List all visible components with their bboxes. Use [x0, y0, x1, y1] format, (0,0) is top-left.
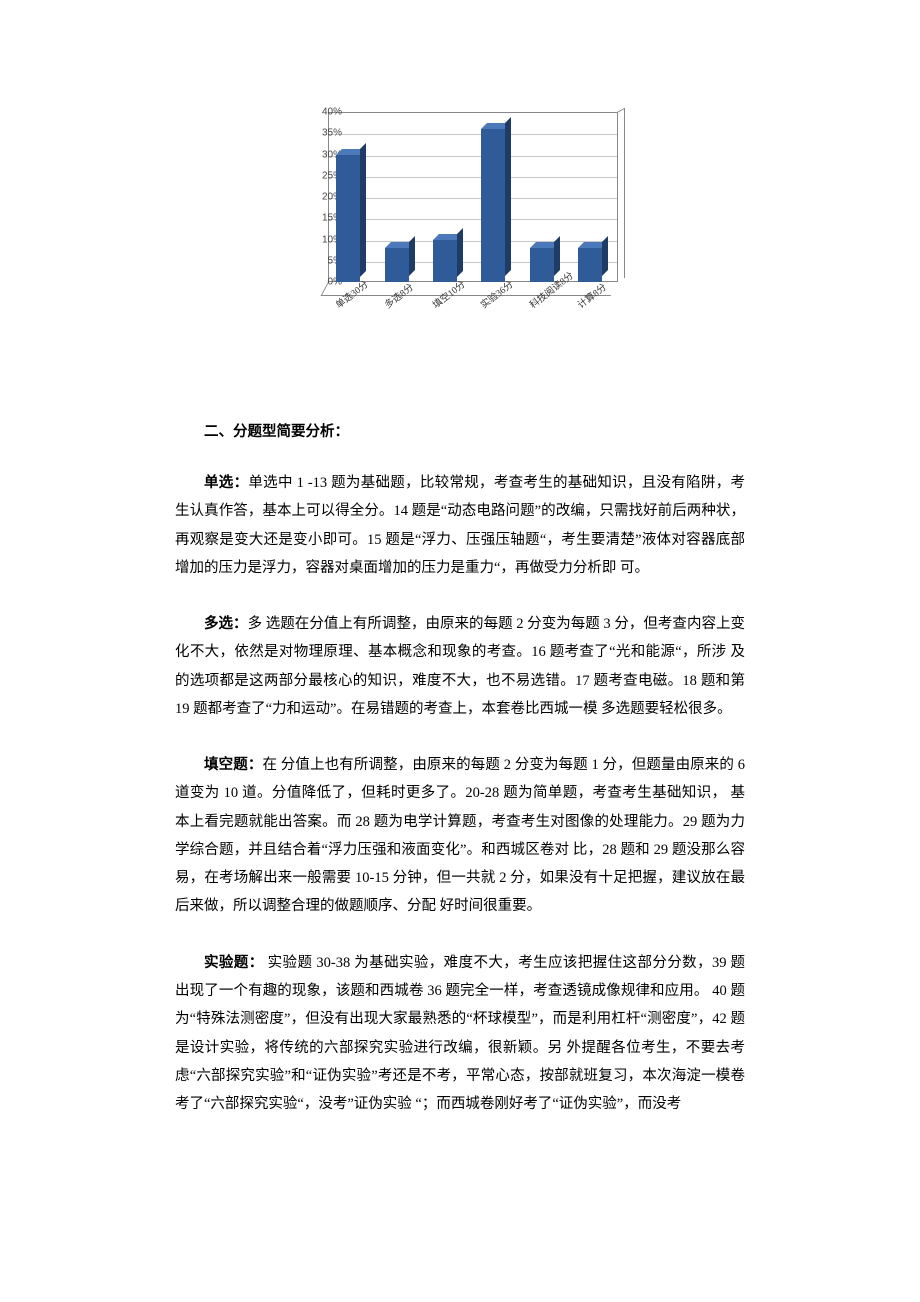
section-2-title: 二、分题型简要分析：: [175, 420, 745, 441]
chart-gridline: [329, 156, 617, 157]
chart-bar-front: [433, 240, 457, 283]
lead-danxuan: 单选：: [204, 475, 248, 491]
chart-gridline: [329, 262, 617, 263]
chart-bar-front: [578, 248, 602, 282]
lead-shiyan: 实验题：: [204, 955, 264, 971]
chart-bar-side: [602, 236, 608, 276]
chart-bar-side: [505, 117, 511, 276]
chart-bar-side: [360, 143, 366, 277]
question-type-chart: 0%5%10%15%20%25%30%35%40%单选30分多选8分填空10分实…: [280, 100, 640, 360]
chart-bar-side: [457, 228, 463, 277]
chart-bar: [385, 248, 409, 282]
chart-bar: [481, 129, 505, 282]
chart-bar-front: [481, 129, 505, 282]
chart-bar-side: [409, 236, 415, 276]
para-duoxuan: 多选：多 选题在分值上有所调整，由原来的每题 2 分变为每题 3 分，但考查内容…: [175, 610, 745, 723]
lead-tiankong: 填空题：: [204, 757, 262, 773]
chart-plot-area: [328, 112, 618, 282]
para-danxuan: 单选：单选中 1 -13 题为基础题，比较常规，考查考生的基础知识，且没有陷阱，…: [175, 469, 745, 582]
chart-bar: [530, 248, 554, 282]
chart-bar: [336, 155, 360, 283]
chart-backwall: [617, 108, 625, 282]
chart-bar: [433, 240, 457, 283]
chart-gridline: [329, 134, 617, 135]
chart-gridline: [329, 219, 617, 220]
text-tiankong: 在 分值上也有所调整，由原来的每题 2 分变为每题 1 分，但题量由原来的 6 …: [175, 757, 745, 914]
text-danxuan: 单选中 1 -13 题为基础题，比较常规，考查考生的基础知识，且没有陷阱，考生认…: [175, 475, 745, 576]
chart-bar: [578, 248, 602, 282]
chart-bar-front: [530, 248, 554, 282]
lead-duoxuan: 多选：: [204, 616, 248, 632]
chart-y-tick-label: 40%: [322, 107, 342, 118]
chart-bar-side: [554, 236, 560, 276]
chart-bar-front: [385, 248, 409, 282]
chart-gridline: [329, 177, 617, 178]
chart-y-tick-label: 35%: [322, 128, 342, 139]
para-shiyan: 实验题： 实验题 30-38 为基础实验，难度不大，考生应该把握住这部分分数，3…: [175, 949, 745, 1119]
text-duoxuan: 多 选题在分值上有所调整，由原来的每题 2 分变为每题 3 分，但考查内容上变化…: [175, 616, 745, 717]
text-shiyan: 实验题 30-38 为基础实验，难度不大，考生应该把握住这部分分数，39 题出现…: [175, 955, 745, 1112]
chart-gridline: [329, 198, 617, 199]
para-tiankong: 填空题：在 分值上也有所调整，由原来的每题 2 分变为每题 1 分，但题量由原来…: [175, 751, 745, 921]
chart-gridline: [329, 241, 617, 242]
chart-bar-front: [336, 155, 360, 283]
